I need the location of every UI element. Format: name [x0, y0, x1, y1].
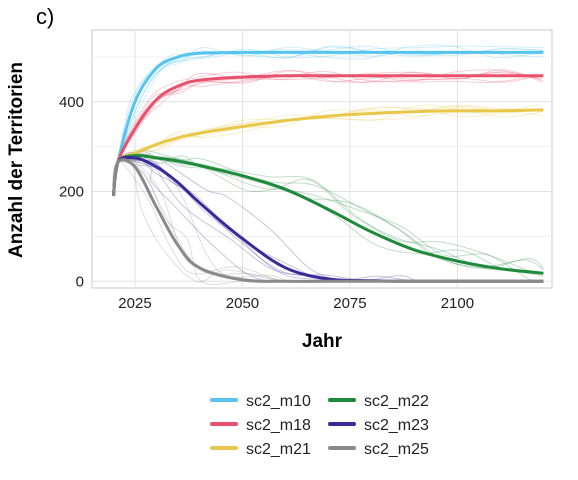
x-tick-label: 2075: [333, 295, 366, 312]
series-line-sc2_m21: [112, 108, 544, 197]
panel-label: c): [36, 4, 55, 29]
replicate-line-sc2_m18: [113, 69, 544, 197]
series-lines: [112, 50, 544, 283]
series-line-sc2_m22: [112, 153, 544, 275]
legend-label-sc2_m25: sc2_m25: [364, 441, 429, 458]
replicate-line-sc2_m18: [113, 69, 542, 197]
replicate-line-sc2_m22: [113, 153, 544, 269]
legend-label-sc2_m21: sc2_m21: [246, 441, 311, 458]
x-tick-label: 2100: [441, 295, 474, 312]
legend-label-sc2_m10: sc2_m10: [246, 393, 311, 410]
legend-label-sc2_m18: sc2_m18: [246, 417, 311, 434]
x-tick-label: 2050: [226, 295, 259, 312]
series-line-sc2_m10: [112, 50, 544, 197]
x-tick-labels: 2025 2050 2075 2100: [118, 295, 474, 312]
legend: sc2_m10 sc2_m18 sc2_m21 sc2_m22 sc2_m23 sc2_m…: [210, 393, 429, 458]
legend-label-sc2_m23: sc2_m23: [364, 417, 429, 434]
legend-label-sc2_m22: sc2_m22: [364, 393, 429, 410]
replicate-line-sc2_m21: [113, 105, 544, 197]
series-line-sc2_m18: [112, 74, 544, 197]
y-tick-labels: 0 200 400: [59, 94, 84, 290]
y-tick-label: 0: [76, 273, 84, 290]
y-tick-label: 200: [59, 184, 84, 201]
x-axis-title: Jahr: [302, 331, 343, 352]
series-line-sc2_m25: [112, 158, 544, 283]
x-tick-label: 2025: [118, 295, 151, 312]
replicate-line-sc2_m21: [113, 104, 540, 197]
y-tick-label: 400: [59, 94, 84, 111]
y-axis-title: Anzahl der Territorien: [6, 62, 27, 258]
